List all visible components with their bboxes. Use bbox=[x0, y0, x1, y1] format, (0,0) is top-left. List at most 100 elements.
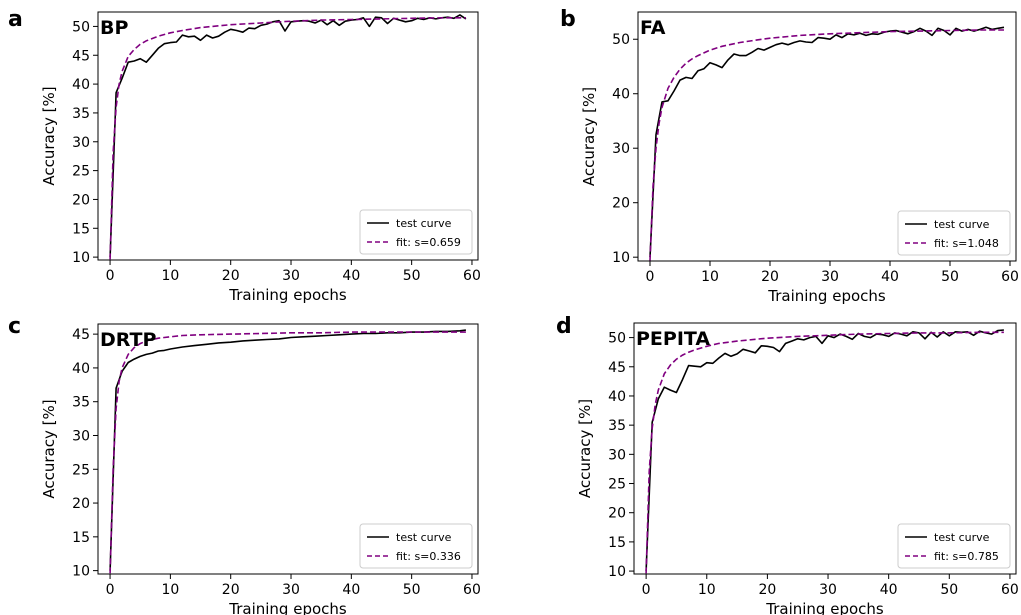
chart-title: PEPITA bbox=[636, 328, 710, 350]
y-tick-label: 45 bbox=[72, 48, 90, 64]
x-tick-label: 40 bbox=[881, 269, 899, 285]
y-tick-label: 30 bbox=[72, 135, 90, 151]
x-tick-label: 0 bbox=[646, 269, 655, 285]
y-tick-label: 10 bbox=[612, 250, 630, 266]
y-tick-label: 35 bbox=[72, 395, 90, 411]
legend bbox=[359, 209, 473, 255]
legend-entry: fit: s=0.336 bbox=[396, 550, 461, 563]
y-tick-label: 40 bbox=[72, 77, 90, 93]
panel-letter: d bbox=[556, 314, 572, 339]
y-axis-label: Accuracy [%] bbox=[580, 87, 598, 186]
y-tick-label: 15 bbox=[72, 221, 90, 237]
x-tick-label: 40 bbox=[342, 582, 360, 598]
chart-pepita: d 0 10 20 30 40 50 60 10 15 20 25 30 35 40 45 50 Training… bbox=[556, 314, 1019, 615]
y-tick-label: 20 bbox=[72, 496, 90, 512]
y-tick-label: 30 bbox=[608, 447, 626, 463]
y-axis-label: Accuracy [%] bbox=[40, 86, 58, 185]
x-tick-label: 20 bbox=[761, 269, 779, 285]
legend-entry: fit: s=1.048 bbox=[934, 237, 999, 250]
x-tick-label: 50 bbox=[941, 269, 959, 285]
y-tick-label: 45 bbox=[72, 327, 90, 343]
x-axis-label: Training epochs bbox=[228, 600, 347, 615]
legend bbox=[897, 210, 1011, 256]
y-tick-label: 50 bbox=[608, 331, 626, 347]
axes-frame bbox=[633, 322, 1017, 575]
chart-title: FA bbox=[640, 17, 666, 39]
legend-entry: fit: s=0.785 bbox=[934, 550, 999, 563]
y-tick-label: 25 bbox=[608, 477, 626, 493]
test-curve-line bbox=[109, 14, 467, 258]
panel-c: c 0 10 20 30 40 50 60 10 15 20 25 30 35 40 45 Training e… bbox=[0, 307, 510, 615]
axes-frame bbox=[97, 323, 479, 575]
fit-line bbox=[109, 331, 466, 574]
x-tick-label: 10 bbox=[701, 269, 719, 285]
x-tick-label: 40 bbox=[880, 582, 898, 598]
x-tick-label: 50 bbox=[940, 582, 958, 598]
fit-line bbox=[645, 331, 1004, 574]
y-tick-label: 35 bbox=[72, 106, 90, 122]
x-tick-label: 60 bbox=[463, 268, 481, 284]
plot-area bbox=[109, 329, 466, 574]
x-axis-label: Training epochs bbox=[228, 286, 347, 304]
x-tick-label: 50 bbox=[403, 582, 421, 598]
y-tick-label: 10 bbox=[72, 564, 90, 580]
legend-entry: fit: s=0.659 bbox=[396, 236, 461, 249]
chart-title: BP bbox=[100, 17, 128, 39]
y-tick-label: 20 bbox=[608, 506, 626, 522]
x-tick-label: 30 bbox=[282, 582, 300, 598]
y-tick-label: 25 bbox=[72, 164, 90, 180]
x-tick-label: 20 bbox=[758, 582, 776, 598]
panel-a: a 0 10 20 30 40 50 60 10 15 20 25 30 35 40 45 50 Training… bbox=[0, 0, 510, 307]
x-tick-label: 60 bbox=[463, 582, 481, 598]
x-axis-label: Training epochs bbox=[765, 600, 884, 615]
y-tick-label: 35 bbox=[608, 418, 626, 434]
x-tick-label: 0 bbox=[106, 268, 115, 284]
y-tick-label: 20 bbox=[612, 196, 630, 212]
x-tick-label: 30 bbox=[819, 582, 837, 598]
legend-entry: test curve bbox=[396, 531, 452, 544]
y-tick-label: 20 bbox=[72, 192, 90, 208]
y-tick-label: 30 bbox=[612, 141, 630, 157]
x-tick-label: 10 bbox=[698, 582, 716, 598]
plot-area bbox=[109, 14, 467, 260]
y-tick-label: 15 bbox=[608, 535, 626, 551]
y-tick-label: 10 bbox=[72, 250, 90, 266]
y-tick-label: 10 bbox=[608, 564, 626, 580]
legend bbox=[359, 523, 473, 569]
chart-bp: a 0 10 20 30 40 50 60 10 15 20 25 30 35 40 45 50 Training… bbox=[8, 7, 481, 304]
chart-drtp: c 0 10 20 30 40 50 60 10 15 20 25 30 35 40 45 Training e… bbox=[8, 314, 481, 615]
panel-d: d 0 10 20 30 40 50 60 10 15 20 25 30 35 40 45 50 Training… bbox=[510, 307, 1021, 615]
y-tick-label: 40 bbox=[608, 389, 626, 405]
y-tick-label: 25 bbox=[72, 462, 90, 478]
panel-letter: a bbox=[8, 7, 23, 32]
y-tick-label: 30 bbox=[72, 428, 90, 444]
x-tick-label: 0 bbox=[106, 582, 115, 598]
y-tick-label: 50 bbox=[72, 19, 90, 35]
x-tick-label: 10 bbox=[161, 582, 179, 598]
x-tick-label: 60 bbox=[1001, 269, 1019, 285]
x-tick-label: 20 bbox=[222, 268, 240, 284]
x-tick-label: 50 bbox=[403, 268, 421, 284]
plot-area bbox=[649, 26, 1005, 261]
y-tick-label: 45 bbox=[608, 360, 626, 376]
panel-b: b 0 10 20 30 40 50 60 10 20 30 40 50 Training epochs A… bbox=[510, 0, 1021, 307]
x-tick-label: 20 bbox=[222, 582, 240, 598]
x-tick-label: 10 bbox=[161, 268, 179, 284]
y-tick-label: 40 bbox=[612, 87, 630, 103]
x-tick-label: 0 bbox=[642, 582, 651, 598]
x-tick-label: 30 bbox=[821, 269, 839, 285]
x-tick-label: 40 bbox=[342, 268, 360, 284]
panel-letter: b bbox=[560, 7, 576, 32]
legend-entry: test curve bbox=[934, 218, 990, 231]
y-tick-label: 40 bbox=[72, 361, 90, 377]
legend bbox=[897, 523, 1011, 569]
chart-fa: b 0 10 20 30 40 50 60 10 20 30 40 50 Training epochs A… bbox=[560, 7, 1019, 305]
axes-frame bbox=[637, 11, 1017, 262]
x-tick-label: 30 bbox=[282, 268, 300, 284]
x-axis-label: Training epochs bbox=[767, 287, 886, 305]
plot-area bbox=[645, 329, 1004, 574]
legend-entry: test curve bbox=[396, 217, 452, 230]
axes-frame bbox=[97, 11, 479, 261]
x-tick-label: 60 bbox=[1001, 582, 1019, 598]
fit-line bbox=[109, 16, 466, 260]
